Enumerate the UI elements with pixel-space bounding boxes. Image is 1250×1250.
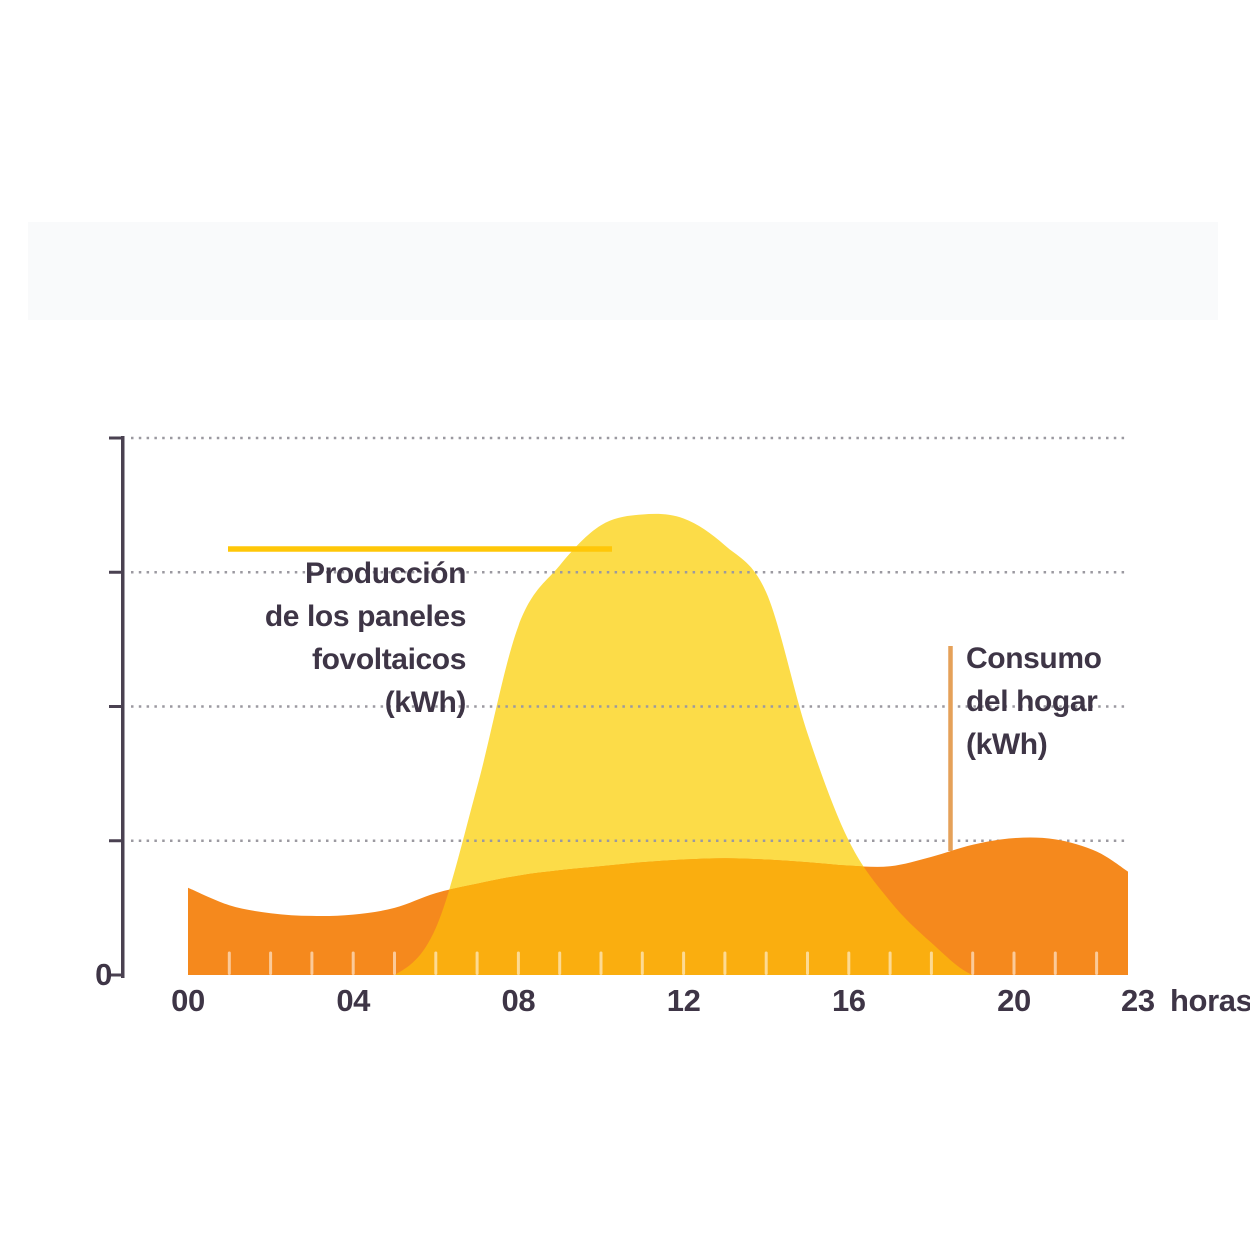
consumption-label-line: Consumo	[966, 642, 1102, 675]
y-axis-line	[121, 436, 125, 978]
x-axis-labels: 00 04 08 12 16 20 23	[0, 983, 1250, 1023]
y-gridlines	[131, 436, 1128, 843]
production-label-line: fovoltaicos	[312, 643, 466, 676]
consumption-label: Consumo del hogar (kWh)	[966, 637, 1206, 766]
x-axis-label: 00	[171, 983, 205, 1018]
x-axis-label: 04	[336, 983, 371, 1018]
production-label-line: de los paneles	[264, 600, 467, 633]
x-axis-unit-label: horas	[1170, 983, 1250, 1018]
production-label: Producción de los paneles fovoltaicos (k…	[210, 552, 467, 724]
consumption-label-line: (kWh)	[966, 728, 1048, 761]
production-label-line: (kWh)	[384, 686, 467, 719]
production-label-line: Producción	[304, 557, 466, 590]
x-axis-label: 16	[831, 983, 866, 1018]
consumption-label-line: del hogar	[966, 685, 1098, 718]
x-axis-label: 12	[666, 983, 701, 1018]
y-axis-ticks	[109, 436, 121, 977]
y-axis-zero-label: 0	[95, 957, 112, 992]
x-axis-label: 08	[501, 983, 536, 1018]
x-axis-label: 23	[1121, 983, 1155, 1018]
hour-ticks	[227, 951, 1099, 975]
background-band	[28, 222, 1218, 320]
production-area	[188, 513, 1128, 975]
x-axis-label: 20	[997, 983, 1031, 1018]
